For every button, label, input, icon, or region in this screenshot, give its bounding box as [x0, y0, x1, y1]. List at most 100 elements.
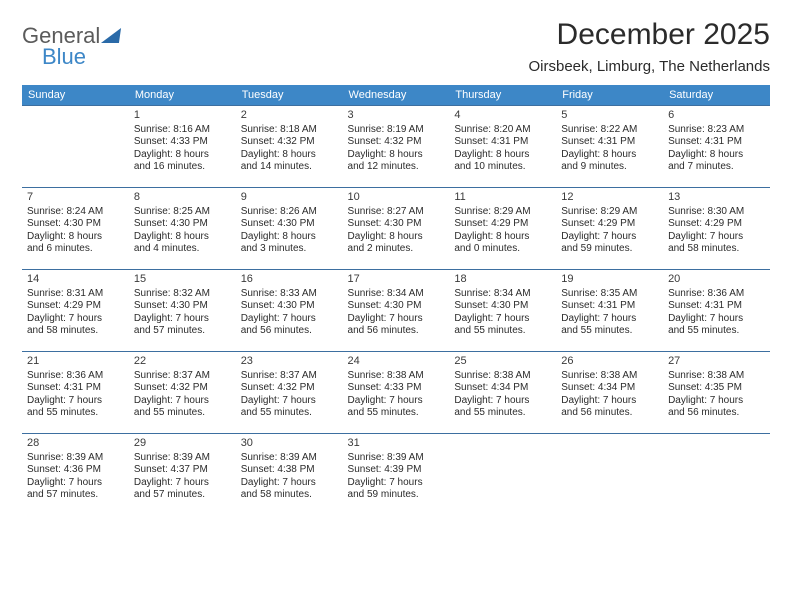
day-info-line: Daylight: 8 hours	[241, 149, 338, 162]
day-info-line: Sunset: 4:30 PM	[134, 300, 231, 313]
day-info-line: Sunrise: 8:20 AM	[454, 124, 551, 137]
day-info-line: Sunrise: 8:38 AM	[348, 370, 445, 383]
day-info-line: Daylight: 7 hours	[668, 313, 765, 326]
day-header: Thursday	[449, 85, 556, 106]
day-info-line: Sunrise: 8:27 AM	[348, 206, 445, 219]
calendar-day-cell: 27Sunrise: 8:38 AMSunset: 4:35 PMDayligh…	[663, 352, 770, 434]
day-info-line: Sunset: 4:38 PM	[241, 464, 338, 477]
day-info-line: Daylight: 7 hours	[454, 313, 551, 326]
calendar-body: 1Sunrise: 8:16 AMSunset: 4:33 PMDaylight…	[22, 106, 770, 516]
day-info-line: Daylight: 7 hours	[561, 395, 658, 408]
calendar-day-cell: 15Sunrise: 8:32 AMSunset: 4:30 PMDayligh…	[129, 270, 236, 352]
day-info-line: Sunrise: 8:37 AM	[134, 370, 231, 383]
calendar-day-cell: 7Sunrise: 8:24 AMSunset: 4:30 PMDaylight…	[22, 188, 129, 270]
day-info-line: Sunrise: 8:38 AM	[561, 370, 658, 383]
day-info-line: Sunset: 4:29 PM	[561, 218, 658, 231]
day-info-line: and 10 minutes.	[454, 161, 551, 174]
day-info-line: Daylight: 8 hours	[561, 149, 658, 162]
calendar-day-cell	[556, 434, 663, 516]
calendar-day-cell: 5Sunrise: 8:22 AMSunset: 4:31 PMDaylight…	[556, 106, 663, 188]
day-info-line: Sunset: 4:32 PM	[134, 382, 231, 395]
day-info-line: Daylight: 7 hours	[668, 395, 765, 408]
location-subtitle: Oirsbeek, Limburg, The Netherlands	[528, 58, 770, 75]
day-number: 14	[27, 273, 124, 287]
calendar-week-row: 28Sunrise: 8:39 AMSunset: 4:36 PMDayligh…	[22, 434, 770, 516]
day-info-line: and 0 minutes.	[454, 243, 551, 256]
day-info-line: Sunrise: 8:39 AM	[134, 452, 231, 465]
day-info-line: Sunset: 4:32 PM	[348, 136, 445, 149]
day-info-line: Daylight: 7 hours	[134, 395, 231, 408]
day-info-line: Sunrise: 8:38 AM	[668, 370, 765, 383]
day-info-line: Sunset: 4:35 PM	[668, 382, 765, 395]
day-info-line: Sunset: 4:30 PM	[348, 218, 445, 231]
day-info-line: Daylight: 7 hours	[561, 313, 658, 326]
day-info-line: Daylight: 8 hours	[348, 149, 445, 162]
day-info-line: Daylight: 7 hours	[134, 313, 231, 326]
day-info-line: Sunset: 4:30 PM	[241, 218, 338, 231]
calendar-day-cell: 23Sunrise: 8:37 AMSunset: 4:32 PMDayligh…	[236, 352, 343, 434]
day-info-line: Sunrise: 8:39 AM	[27, 452, 124, 465]
day-info-line: Sunset: 4:30 PM	[134, 218, 231, 231]
day-info-line: Sunset: 4:37 PM	[134, 464, 231, 477]
day-info-line: Sunrise: 8:26 AM	[241, 206, 338, 219]
day-info-line: Daylight: 7 hours	[27, 313, 124, 326]
day-info-line: Sunset: 4:31 PM	[668, 300, 765, 313]
day-info-line: and 55 minutes.	[27, 407, 124, 420]
day-info-line: Sunset: 4:34 PM	[454, 382, 551, 395]
day-number: 6	[668, 109, 765, 123]
calendar-day-cell: 24Sunrise: 8:38 AMSunset: 4:33 PMDayligh…	[343, 352, 450, 434]
day-info-line: Daylight: 7 hours	[241, 477, 338, 490]
day-info-line: Sunset: 4:29 PM	[668, 218, 765, 231]
day-info-line: Sunrise: 8:32 AM	[134, 288, 231, 301]
day-info-line: and 9 minutes.	[561, 161, 658, 174]
day-info-line: Sunrise: 8:30 AM	[668, 206, 765, 219]
calendar-day-cell: 8Sunrise: 8:25 AMSunset: 4:30 PMDaylight…	[129, 188, 236, 270]
day-info-line: Daylight: 7 hours	[348, 477, 445, 490]
day-number: 4	[454, 109, 551, 123]
day-number: 22	[134, 355, 231, 369]
day-number: 18	[454, 273, 551, 287]
page-header: General Blue December 2025 Oirsbeek, Lim…	[22, 18, 770, 75]
calendar-week-row: 14Sunrise: 8:31 AMSunset: 4:29 PMDayligh…	[22, 270, 770, 352]
day-info-line: Sunrise: 8:36 AM	[668, 288, 765, 301]
day-info-line: and 3 minutes.	[241, 243, 338, 256]
day-info-line: and 55 minutes.	[668, 325, 765, 338]
day-number: 27	[668, 355, 765, 369]
day-info-line: Daylight: 8 hours	[454, 149, 551, 162]
day-info-line: Sunset: 4:32 PM	[241, 136, 338, 149]
day-info-line: Sunrise: 8:16 AM	[134, 124, 231, 137]
calendar-day-cell: 11Sunrise: 8:29 AMSunset: 4:29 PMDayligh…	[449, 188, 556, 270]
day-info-line: Daylight: 7 hours	[134, 477, 231, 490]
day-info-line: Sunset: 4:29 PM	[454, 218, 551, 231]
day-info-line: Daylight: 8 hours	[348, 231, 445, 244]
calendar-day-cell: 16Sunrise: 8:33 AMSunset: 4:30 PMDayligh…	[236, 270, 343, 352]
day-number: 21	[27, 355, 124, 369]
day-number: 16	[241, 273, 338, 287]
day-number: 20	[668, 273, 765, 287]
day-info-line: Sunrise: 8:36 AM	[27, 370, 124, 383]
day-info-line: Daylight: 7 hours	[241, 313, 338, 326]
day-info-line: Sunrise: 8:24 AM	[27, 206, 124, 219]
calendar-week-row: 21Sunrise: 8:36 AMSunset: 4:31 PMDayligh…	[22, 352, 770, 434]
calendar-page: General Blue December 2025 Oirsbeek, Lim…	[0, 0, 792, 526]
calendar-day-cell: 6Sunrise: 8:23 AMSunset: 4:31 PMDaylight…	[663, 106, 770, 188]
day-info-line: Sunrise: 8:39 AM	[241, 452, 338, 465]
day-number: 5	[561, 109, 658, 123]
day-info-line: and 58 minutes.	[27, 325, 124, 338]
day-info-line: and 55 minutes.	[241, 407, 338, 420]
day-info-line: Sunset: 4:31 PM	[454, 136, 551, 149]
day-info-line: Sunset: 4:30 PM	[348, 300, 445, 313]
day-number: 30	[241, 437, 338, 451]
day-info-line: Daylight: 7 hours	[348, 395, 445, 408]
day-number: 2	[241, 109, 338, 123]
day-info-line: and 59 minutes.	[561, 243, 658, 256]
day-info-line: Sunrise: 8:33 AM	[241, 288, 338, 301]
day-header: Friday	[556, 85, 663, 106]
day-info-line: Sunrise: 8:23 AM	[668, 124, 765, 137]
day-info-line: and 16 minutes.	[134, 161, 231, 174]
day-info-line: Daylight: 8 hours	[241, 231, 338, 244]
calendar-day-cell	[663, 434, 770, 516]
calendar-day-cell: 17Sunrise: 8:34 AMSunset: 4:30 PMDayligh…	[343, 270, 450, 352]
day-number: 25	[454, 355, 551, 369]
calendar-day-cell	[22, 106, 129, 188]
